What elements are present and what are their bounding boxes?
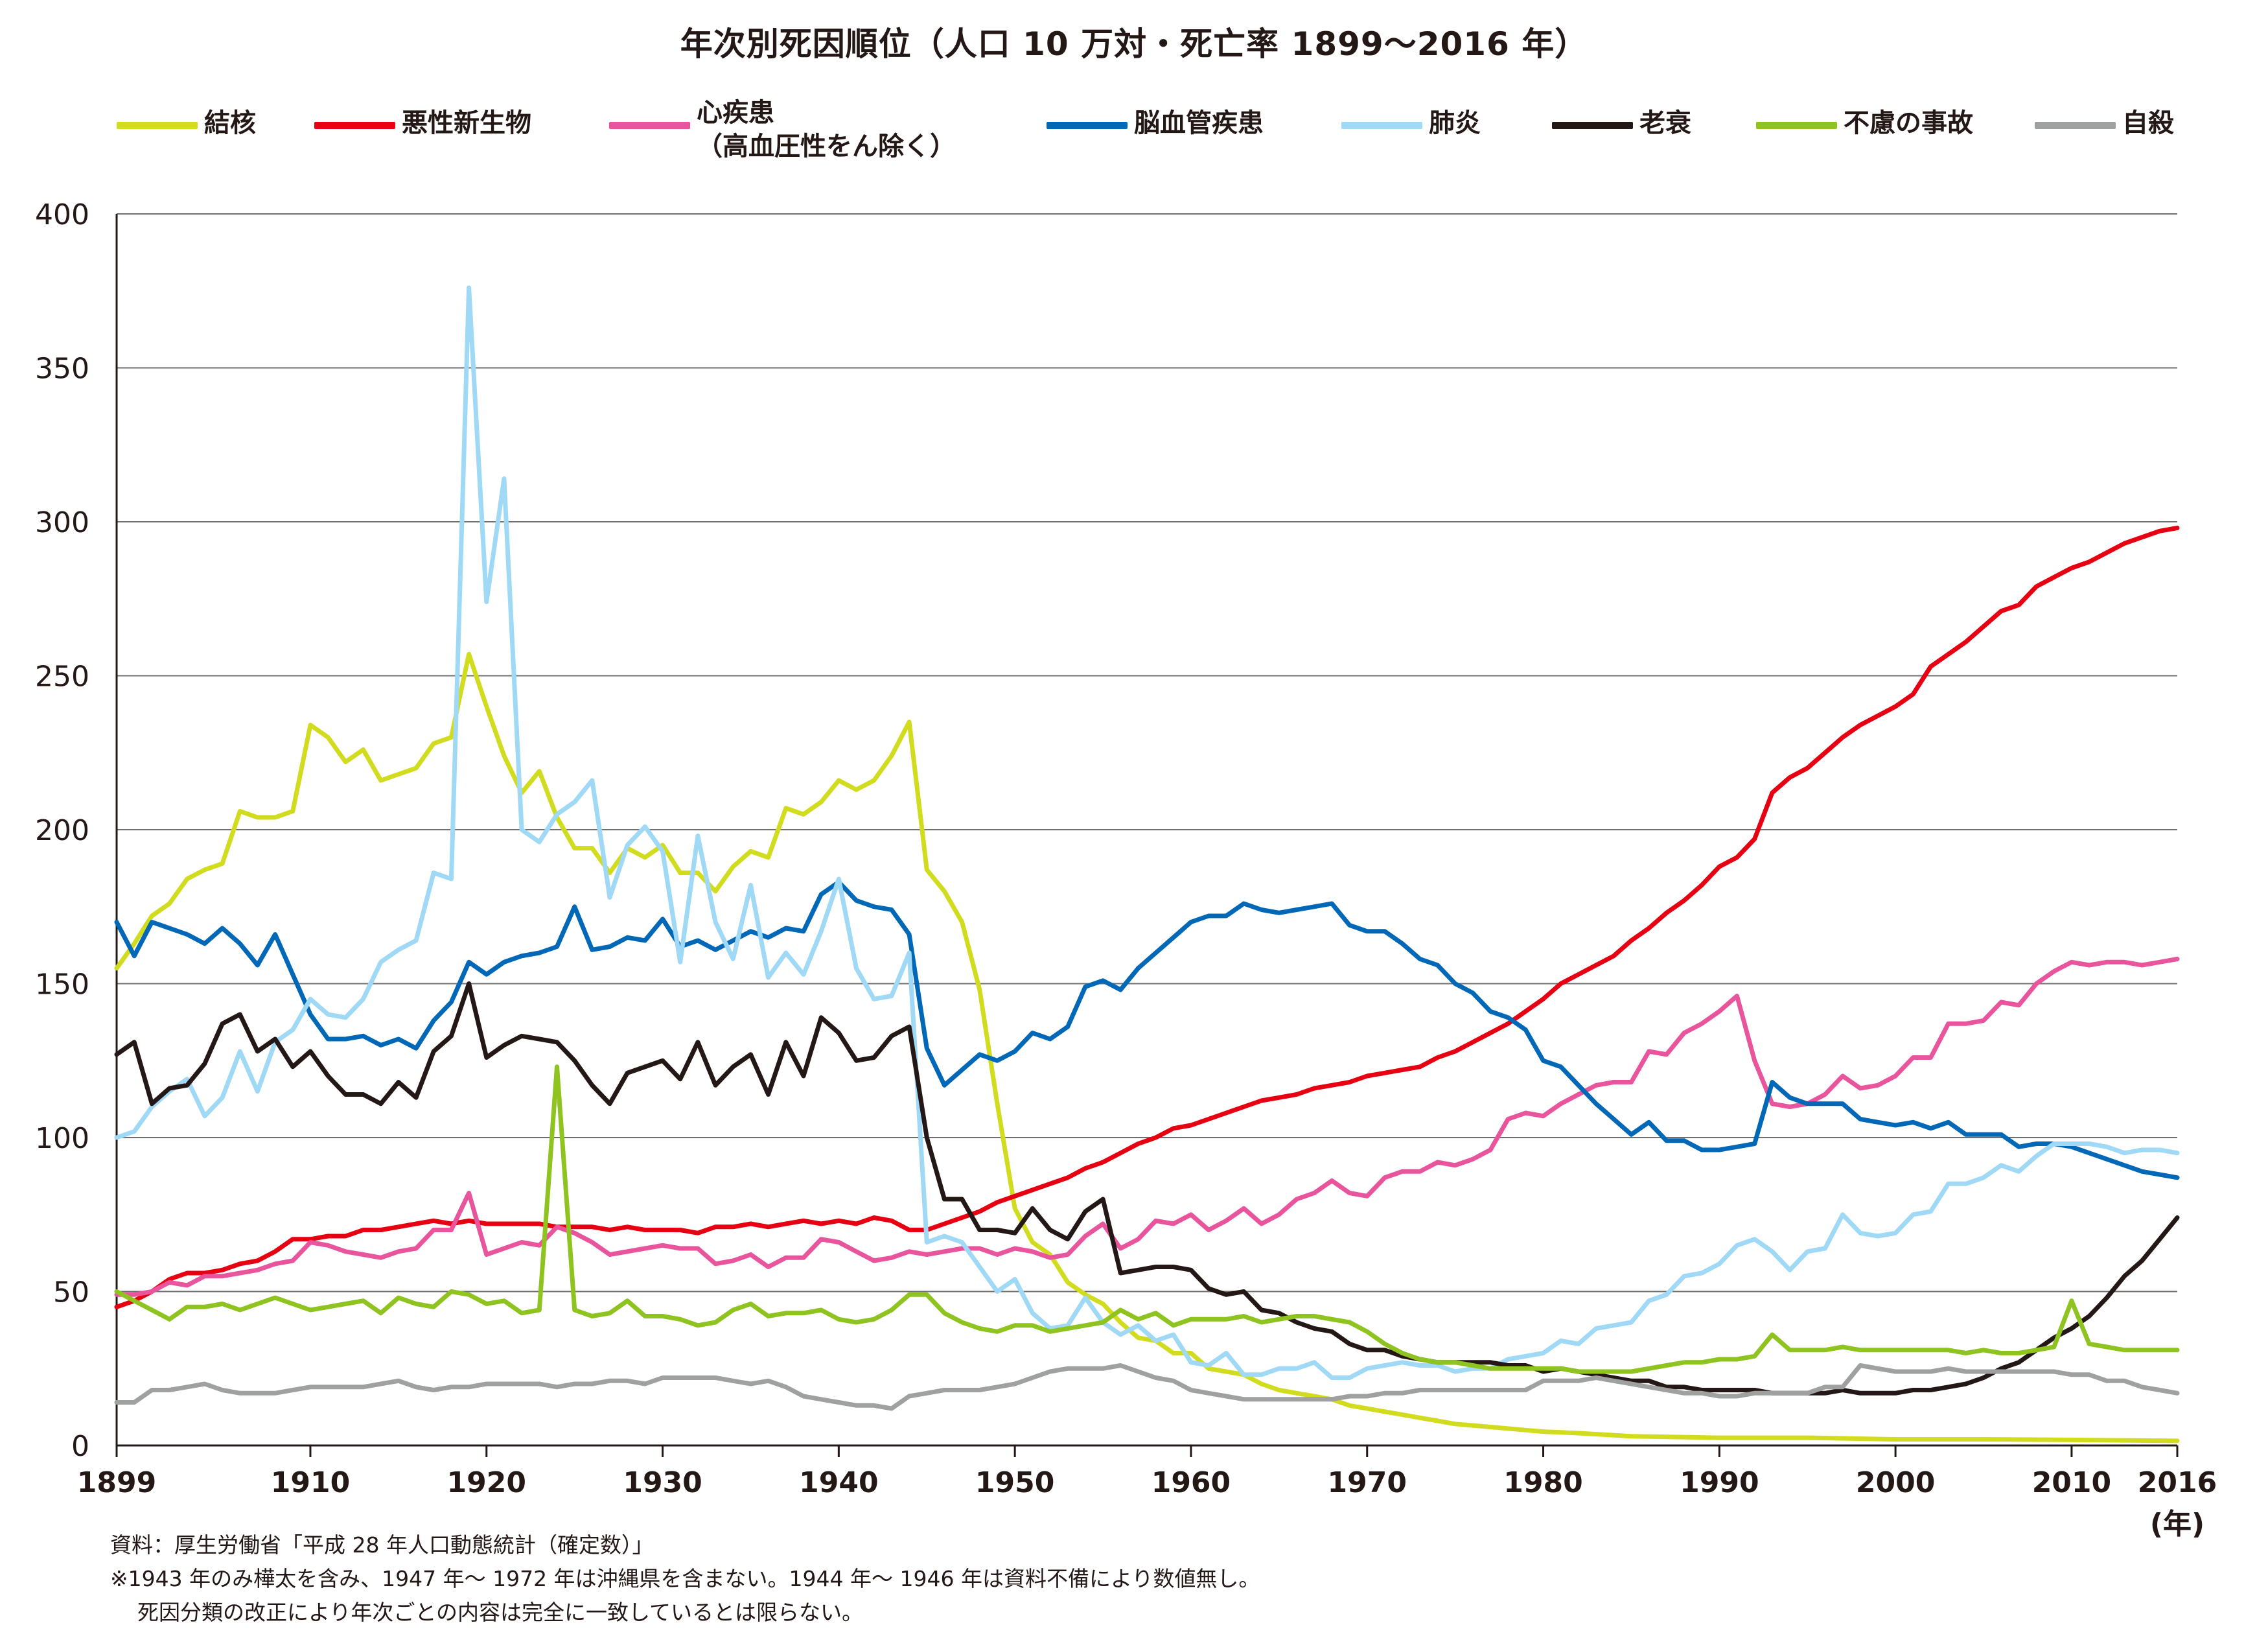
x-tick-label-1930: 1930 — [623, 1466, 702, 1499]
x-tick-label-1910: 1910 — [271, 1466, 350, 1499]
legend-swatch-suicide — [2035, 122, 2116, 129]
series-lines — [114, 285, 2180, 1444]
y-tick-label-100: 100 — [35, 1122, 89, 1155]
series-line-6 — [114, 1064, 2180, 1374]
x-tick-label-1980: 1980 — [1503, 1466, 1582, 1499]
x-axis-unit-label: (年) — [2150, 1508, 2204, 1541]
x-tick-label-1970: 1970 — [1328, 1466, 1407, 1499]
legend-swatch-cerebrovascular — [1047, 122, 1128, 129]
series-line-7 — [114, 1363, 2180, 1411]
series-line-0 — [114, 651, 2180, 1444]
x-tick-label-1940: 1940 — [799, 1466, 878, 1499]
legend-swatch-pneumonia — [1341, 122, 1422, 129]
chart-title: 年次別死因順位（人口 10 万対・死亡率 1899〜2016 年） — [680, 25, 1588, 63]
legend-label-heart-disease-line2: （高血圧性をん除く） — [697, 132, 956, 161]
tick-labels: 0 50 100 150 200 250 300 350 400 1899 1910 1920 1930… — [35, 198, 2217, 1541]
y-tick-label-200: 200 — [35, 814, 89, 847]
legend-label-heart-disease-line1: 心疾患 — [697, 98, 774, 128]
x-tick-label-1920: 1920 — [447, 1466, 526, 1499]
y-tick-label-400: 400 — [35, 198, 89, 231]
y-tick-label-350: 350 — [35, 353, 89, 386]
x-tick-label-2010: 2010 — [2032, 1466, 2111, 1499]
legend-label-cerebrovascular: 脳血管疾患 — [1134, 108, 1264, 138]
axes — [115, 214, 2179, 1457]
series-line-1 — [114, 526, 2180, 1309]
legend-label-heart-disease: 心疾患 （高血圧性をん除く） — [697, 96, 956, 163]
legend: 結核 悪性新生物 心疾患 （高血圧性をん除く） 脳血管疾患 肺炎 老衰 不慮の事… — [117, 98, 2177, 180]
legend-swatch-malignant-neoplasm — [314, 122, 395, 129]
legend-swatch-senility — [1552, 122, 1633, 129]
footnote-1: ※1943 年のみ樺太を含み、1947 年〜 1972 年は沖縄県を含まない。1… — [110, 1566, 1260, 1591]
legend-swatch-accident — [1756, 122, 1837, 129]
y-tick-label-300: 300 — [35, 506, 89, 539]
legend-label-pneumonia: 肺炎 — [1429, 108, 1481, 138]
series-line-5 — [114, 981, 2180, 1396]
series-line-2 — [114, 957, 2180, 1297]
x-tick-label-1899: 1899 — [77, 1466, 156, 1499]
legend-label-tuberculosis: 結核 — [204, 108, 256, 138]
x-tick-label-1950: 1950 — [975, 1466, 1054, 1499]
source-note: 資料：厚生労働省「平成 28 年人口動態統計（確定数）」 — [110, 1532, 654, 1558]
footnotes: 資料：厚生労働省「平成 28 年人口動態統計（確定数）」 ※1943 年のみ樺太… — [110, 1528, 1260, 1630]
legend-label-accident: 不慮の事故 — [1844, 108, 1973, 138]
series-line-3 — [114, 880, 2180, 1180]
x-tick-label-2016: 2016 — [2138, 1466, 2217, 1499]
legend-label-malignant-neoplasm: 悪性新生物 — [402, 108, 531, 138]
legend-swatch-heart-disease — [609, 122, 690, 129]
series-line-4 — [114, 285, 2180, 1380]
legend-swatch-tuberculosis — [117, 122, 198, 129]
x-tick-label-2000: 2000 — [1856, 1466, 1935, 1499]
y-tick-label-150: 150 — [35, 968, 89, 1001]
x-tick-label-1990: 1990 — [1680, 1466, 1759, 1499]
legend-label-suicide: 自殺 — [2122, 108, 2174, 138]
y-tick-label-0: 0 — [71, 1430, 89, 1463]
footnote-2: 死因分類の改正により年次ごとの内容は完全に一致しているとは限らない。 — [137, 1600, 864, 1625]
x-tick-label-1960: 1960 — [1151, 1466, 1231, 1499]
y-tick-label-250: 250 — [35, 661, 89, 694]
y-tick-label-50: 50 — [53, 1276, 89, 1309]
legend-label-senility: 老衰 — [1639, 108, 1691, 138]
